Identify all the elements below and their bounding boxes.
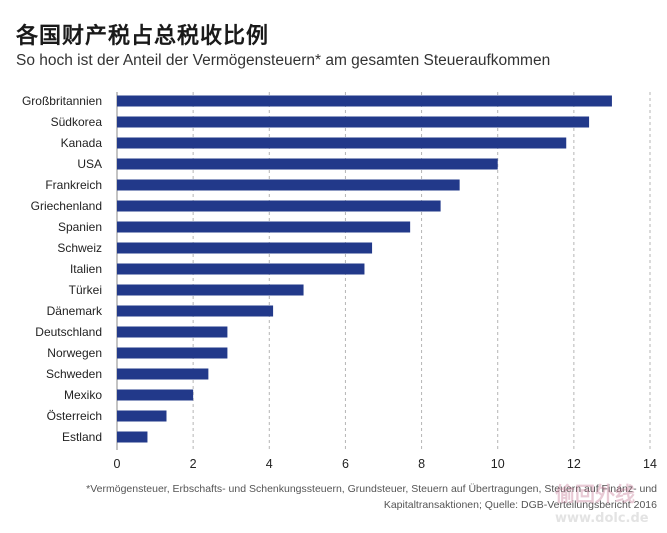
category-label-14: Mexiko bbox=[64, 388, 102, 402]
bar-9 bbox=[117, 284, 304, 296]
bar-4 bbox=[117, 179, 460, 191]
x-tick-label-8: 8 bbox=[418, 457, 425, 471]
category-label-1: Südkorea bbox=[51, 115, 103, 129]
footnote-line-1: *Vermögensteuer, Erbschafts- und Schenku… bbox=[86, 483, 657, 495]
bar-1 bbox=[117, 116, 590, 128]
chart-title: 各国财产税占总税收比例 bbox=[16, 24, 270, 49]
footnote: *Vermögensteuer, Erbschafts- und Schenku… bbox=[17, 481, 657, 513]
bar-15 bbox=[117, 410, 167, 422]
chart-subtitle: So hoch ist der Anteil der Vermögensteue… bbox=[16, 52, 551, 69]
bar-8 bbox=[117, 263, 365, 275]
category-label-16: Estland bbox=[62, 430, 102, 444]
bar-10 bbox=[117, 305, 274, 317]
x-tick-label-0: 0 bbox=[114, 457, 121, 471]
category-label-2: Kanada bbox=[61, 136, 103, 150]
bar-0 bbox=[117, 95, 612, 107]
bar-12 bbox=[117, 347, 228, 359]
x-tick-label-2: 2 bbox=[190, 457, 197, 471]
bar-5 bbox=[117, 200, 441, 212]
bar-13 bbox=[117, 368, 209, 380]
category-label-3: USA bbox=[77, 157, 102, 171]
bar-3 bbox=[117, 158, 498, 170]
bar-2 bbox=[117, 137, 567, 149]
category-label-5: Griechenland bbox=[31, 199, 102, 213]
category-label-12: Norwegen bbox=[47, 346, 102, 360]
bar-16 bbox=[117, 431, 148, 443]
bar-14 bbox=[117, 389, 194, 401]
category-label-6: Spanien bbox=[58, 220, 102, 234]
footnote-line-2: Kapitaltransaktionen; Quelle: DGB-Vertei… bbox=[383, 499, 657, 511]
category-label-11: Deutschland bbox=[35, 325, 102, 339]
category-label-4: Frankreich bbox=[45, 178, 102, 192]
category-label-13: Schweden bbox=[46, 367, 102, 381]
category-label-7: Schweiz bbox=[57, 241, 102, 255]
bar-7 bbox=[117, 242, 373, 254]
x-tick-label-12: 12 bbox=[567, 457, 581, 471]
category-label-8: Italien bbox=[70, 262, 102, 276]
category-label-0: Großbritannien bbox=[22, 94, 102, 108]
x-tick-label-10: 10 bbox=[491, 457, 505, 471]
x-tick-label-4: 4 bbox=[266, 457, 273, 471]
category-label-10: Dänemark bbox=[47, 304, 103, 318]
bar-6 bbox=[117, 221, 411, 233]
category-label-15: Österreich bbox=[47, 409, 102, 423]
bar-11 bbox=[117, 326, 228, 338]
x-tick-label-14: 14 bbox=[643, 457, 657, 471]
category-label-9: Türkei bbox=[69, 283, 102, 297]
x-tick-label-6: 6 bbox=[342, 457, 349, 471]
